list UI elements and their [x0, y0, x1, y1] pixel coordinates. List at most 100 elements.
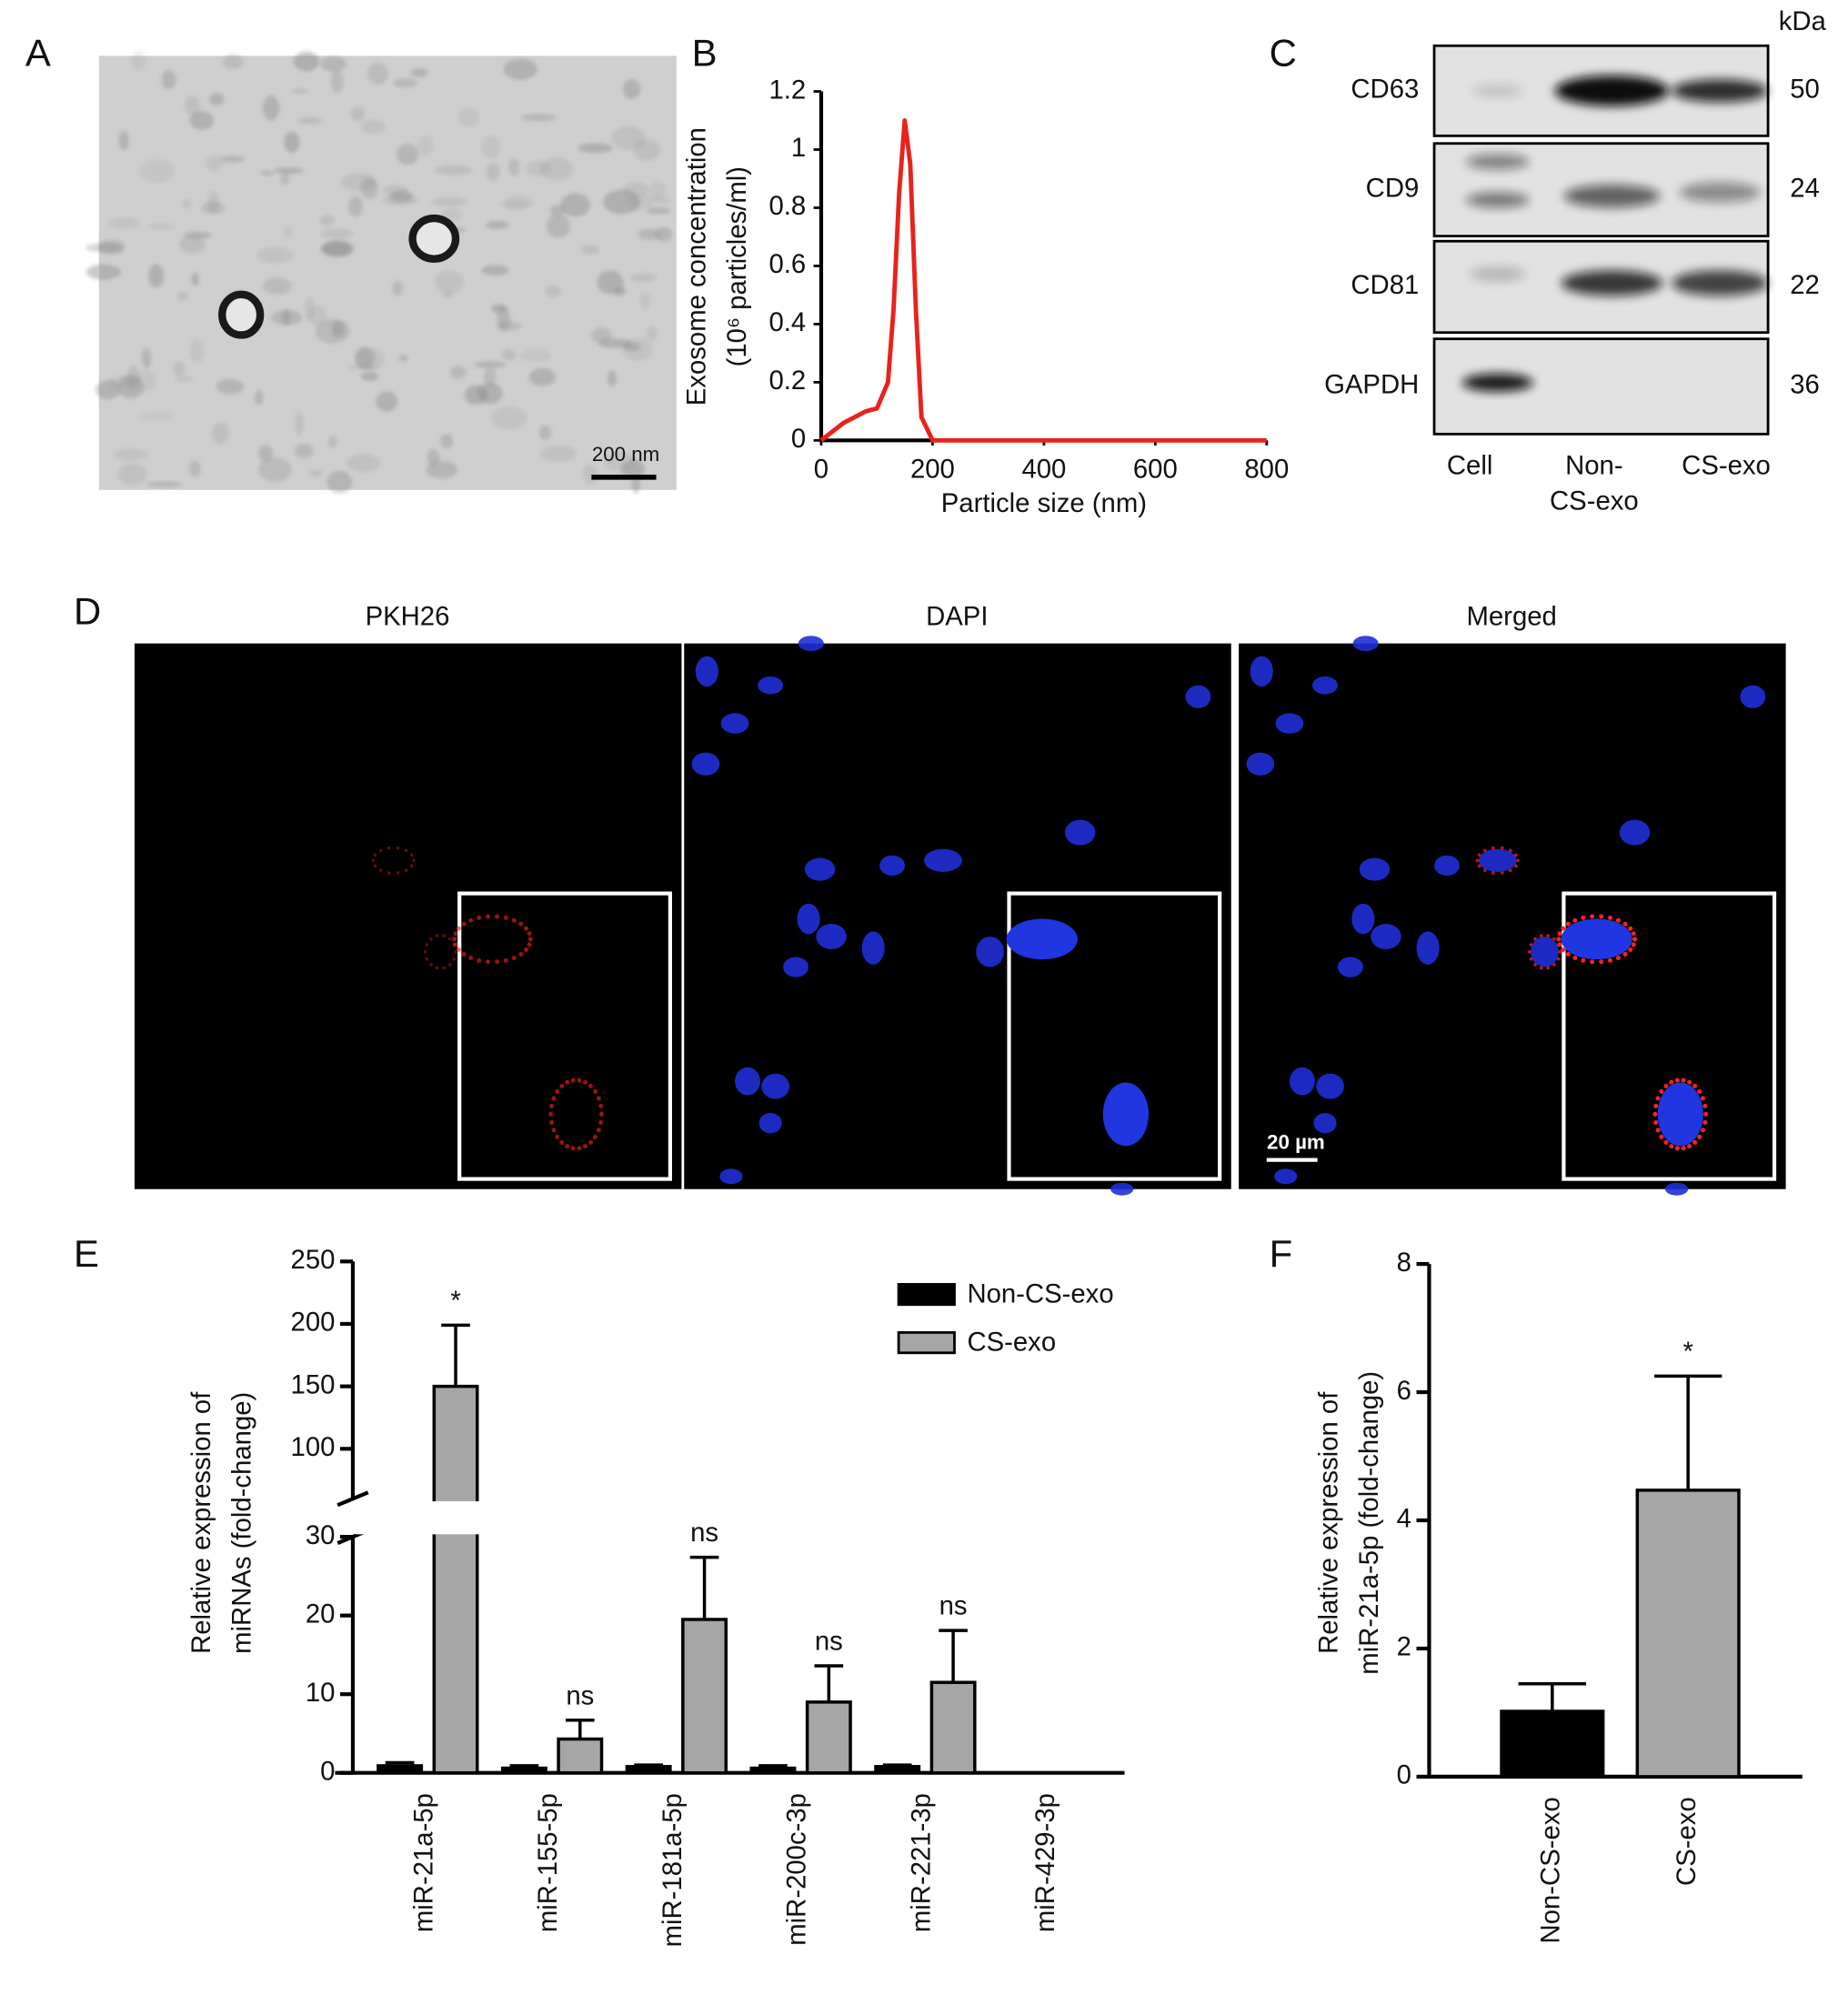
legend-label: CS-exo [967, 1328, 1056, 1358]
x-tick-label: CS-exo [1672, 1797, 1702, 1886]
x-axis-label: Particle size (nm) [941, 488, 1147, 518]
y-tick-label: 30 [306, 1520, 336, 1550]
exosome-dot [447, 963, 452, 967]
exosome-dot [1491, 846, 1495, 850]
scale-bar-label: 200 nm [592, 443, 659, 466]
exosome-dot [485, 914, 490, 919]
texture [126, 366, 140, 390]
texture [320, 55, 346, 72]
lane-label: CS-exo [1550, 486, 1639, 516]
texture [294, 443, 314, 459]
texture [262, 277, 292, 296]
texture [538, 425, 552, 440]
exosome-dot [1615, 917, 1621, 923]
texture [284, 131, 300, 153]
error-bar [882, 1763, 912, 1767]
texture [457, 107, 479, 127]
exosome-dot [582, 1079, 588, 1085]
texture [256, 246, 294, 264]
nucleus [1246, 752, 1275, 776]
exosome-dot [423, 949, 427, 954]
bar [874, 1765, 921, 1775]
texture [136, 369, 156, 392]
exosome-dot [456, 926, 461, 931]
x-tick-label: Non-CS-exo [1536, 1797, 1566, 1943]
y-tick-label: 1.2 [768, 75, 806, 105]
exosome-dot [1692, 1139, 1698, 1145]
exosome-dot [485, 959, 490, 965]
texture [389, 190, 414, 202]
y-tick-label: 0.8 [768, 191, 806, 221]
nucleus [1274, 1168, 1298, 1185]
exosome-dot [551, 1128, 557, 1133]
texture [376, 391, 398, 412]
nucleus [761, 1073, 790, 1099]
error-bar [565, 1718, 595, 1739]
panel-title: DAPI [926, 601, 988, 631]
texture [473, 361, 507, 368]
protein-label: CD9 [1366, 173, 1420, 203]
significance-label: ns [690, 1518, 718, 1548]
exosome-dot [1529, 957, 1533, 961]
texture [293, 51, 320, 72]
texture [257, 444, 274, 462]
exosome-dot [551, 1096, 557, 1101]
exosome-dot [1477, 864, 1481, 868]
blot-band [1461, 374, 1533, 392]
y-axis-label: miR-21a-5p (fold-change) [1354, 1371, 1384, 1675]
exosome-dot [429, 937, 433, 941]
kda-label: 22 [1790, 270, 1820, 300]
y-tick-label: 250 [291, 1245, 336, 1275]
texture [497, 306, 511, 331]
exosome-dot [1628, 926, 1633, 931]
texture [260, 170, 275, 176]
texture [280, 172, 290, 185]
exosome-dot [404, 868, 408, 873]
kda-label: 50 [1790, 75, 1820, 105]
nucleus [691, 752, 720, 776]
nucleus [1110, 1182, 1134, 1196]
exosome-dot [1669, 1079, 1674, 1085]
vesicle [408, 214, 460, 263]
lane-label: CS-exo [1682, 450, 1771, 480]
y-tick-label: 6 [1397, 1376, 1411, 1406]
texture [139, 159, 176, 184]
exosome-dot [1539, 966, 1543, 970]
texture [647, 207, 671, 215]
texture [361, 371, 378, 382]
exosome-dot [1700, 1128, 1706, 1133]
exosome-dot [1659, 1088, 1664, 1094]
exosome-dot [1546, 966, 1550, 970]
nucleus [1657, 1082, 1703, 1147]
nucleus [804, 857, 836, 881]
nucleus [861, 931, 885, 965]
exosome-dot [452, 937, 457, 942]
exosome-dot [453, 931, 458, 937]
exosome-dot [1674, 1078, 1680, 1083]
bar [500, 1766, 547, 1775]
exosome-dot [1581, 957, 1586, 963]
exosome-dot [1561, 926, 1566, 931]
exosome-dot [1652, 1111, 1658, 1117]
exosome-dot [404, 848, 408, 853]
texture [85, 243, 123, 253]
exosome-dot [1655, 1128, 1661, 1133]
blot-band [1679, 182, 1761, 203]
blot-band [1471, 84, 1523, 97]
exosome-dot [1552, 963, 1556, 967]
texture [505, 195, 534, 209]
exosome-dot [461, 921, 467, 927]
protein-label: CD81 [1351, 270, 1419, 300]
texture [185, 95, 201, 116]
protein-label: GAPDH [1324, 370, 1419, 400]
bar [805, 1700, 852, 1775]
texture [263, 95, 280, 121]
exosome-dot [518, 951, 524, 957]
exosome-dot [1565, 951, 1571, 957]
texture [647, 326, 658, 341]
error-bar [939, 1629, 968, 1683]
nucleus [879, 855, 906, 877]
exosome-dot [1533, 963, 1537, 967]
texture [320, 228, 354, 239]
